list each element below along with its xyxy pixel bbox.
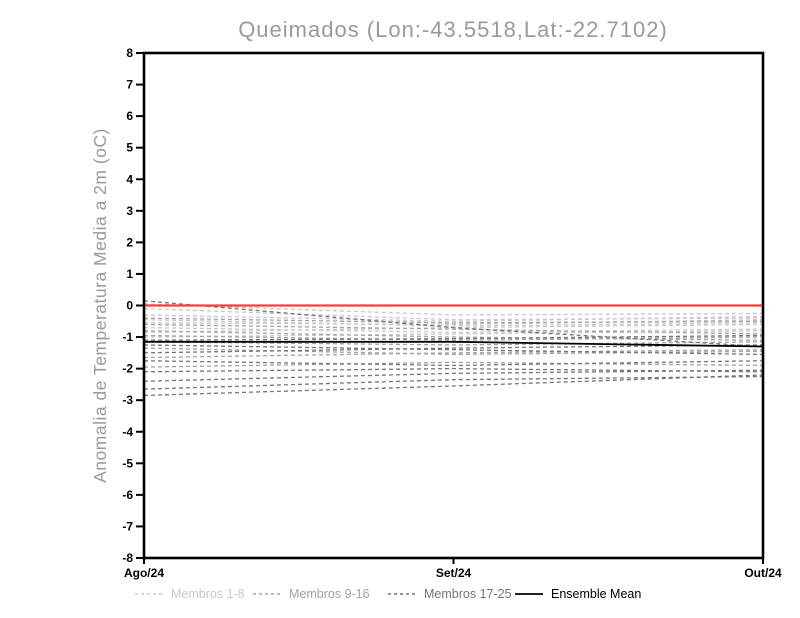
x-tick-label: Ago/24 [124, 566, 164, 580]
legend-label: Membros 1-8 [171, 587, 245, 601]
ensemble-member-line [143, 308, 764, 321]
member-group-3 [143, 300, 764, 397]
ensemble-member-line [143, 360, 764, 367]
y-tick-label: 6 [126, 109, 133, 123]
y-tick-label: 7 [126, 78, 133, 92]
ensemble-member-line [143, 300, 764, 348]
ensemble-member-line [143, 367, 764, 373]
ensemble-member-line [143, 323, 764, 335]
axes: -8 -7 -6 -5 -4 -3 -2 -1 0 1 2 3 4 5 6 7 8 Ago/24 Set/24 Out… [122, 46, 782, 580]
x-tick-label: Set/24 [436, 566, 472, 580]
ensemble-mean-line [144, 340, 764, 348]
y-tick-label: 4 [126, 172, 133, 186]
ensemble-member-line [143, 330, 764, 341]
x-tick-label: Out/24 [744, 566, 782, 580]
y-tick-label: -5 [122, 456, 133, 470]
ensemble-member-line [143, 344, 764, 356]
ensemble-member-line [143, 375, 764, 390]
legend-item-4: Ensemble Mean [515, 587, 641, 601]
legend-item-2: Membros 9-16 [253, 587, 370, 601]
y-tick-label: -6 [122, 488, 133, 502]
ensemble-member-line [143, 347, 764, 356]
ensemble-member-line [143, 319, 764, 326]
y-tick-label: -4 [122, 425, 133, 439]
y-tick-label: 3 [126, 204, 133, 218]
legend-item-1: Membros 1-8 [135, 587, 245, 601]
ensemble-member-line [143, 330, 764, 338]
y-tick-label: -1 [122, 330, 133, 344]
y-tick-label: 5 [126, 141, 133, 155]
ensemble-member-line [143, 317, 764, 324]
legend-label: Membros 17-25 [424, 587, 512, 601]
ensemble-member-line [143, 369, 764, 382]
y-tick-label: -3 [122, 393, 133, 407]
legend-item-3: Membros 17-25 [388, 587, 512, 601]
y-tick-label: 0 [126, 299, 133, 313]
ensemble-member-line [143, 334, 764, 341]
legend-label: Membros 9-16 [289, 587, 370, 601]
y-tick-label: 1 [126, 267, 133, 281]
series-lines [143, 300, 764, 397]
ensemble-member-line [143, 303, 764, 316]
y-tick-label: -8 [122, 551, 133, 565]
y-axis-label: Anomalia de Temperatura Media a 2m (oC) [90, 128, 110, 483]
ensemble-member-line [143, 326, 764, 333]
y-tick-label: -7 [122, 519, 133, 533]
member-group-2 [143, 317, 764, 368]
y-tick-label: 2 [126, 235, 133, 249]
ensemble-member-line [143, 334, 764, 341]
ensemble-member-line [143, 344, 764, 354]
ensemble-member-line [143, 349, 764, 359]
ensemble-member-line [143, 374, 764, 397]
y-tick-label: -2 [122, 362, 133, 376]
legend-label: Ensemble Mean [551, 587, 641, 601]
chart-title: Queimados (Lon:-43.5518,Lat:-22.7102) [238, 17, 668, 42]
legend: Membros 1-8 Membros 9-16 Membros 17-25 Ense… [135, 587, 641, 601]
ensemble-member-line [143, 319, 764, 327]
y-tick-label: 8 [126, 46, 133, 60]
ensemble-member-line [143, 341, 764, 346]
ensemble-member-line [143, 314, 764, 322]
ensemble-member-line [143, 361, 764, 368]
